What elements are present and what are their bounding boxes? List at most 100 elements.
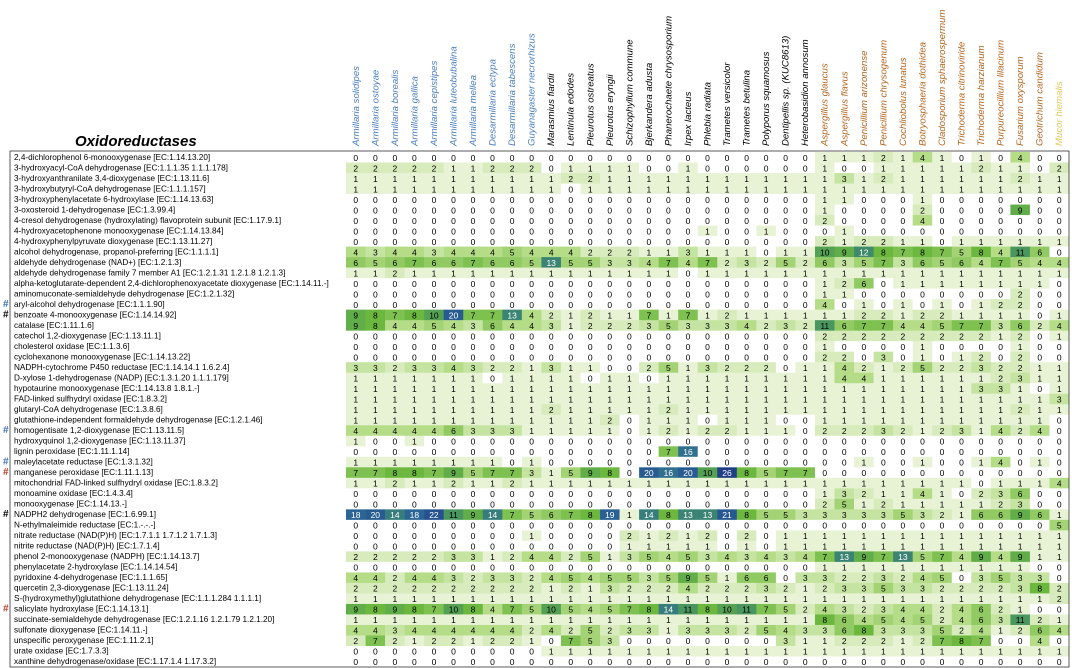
cell-value: 0 [549,563,554,573]
cell-value: 1 [471,163,476,173]
cell-value: 1 [940,268,945,278]
cell-value: 1 [412,373,417,383]
heatmap-cell [385,278,405,289]
cell-value: 6 [920,258,925,268]
heatmap-cell [932,372,953,384]
cell-value: 1 [647,184,652,194]
cell-value: 1 [725,247,730,257]
cell-value: 0 [861,468,866,478]
cell-value: 1 [979,373,984,383]
heatmap-cell [951,435,972,447]
cell-value: 1 [353,184,358,194]
heatmap-cell [521,393,542,405]
cell-value: 7 [432,605,437,615]
cell-value: 4 [451,247,456,257]
cell-value: 0 [588,542,593,552]
column-label: Phlebia radiata [703,82,714,146]
cell-value: 1 [568,384,573,394]
row-label: 3-hydroxyanthranilate 3,4-dioxygenase [E… [14,174,209,183]
cell-value: 0 [529,647,534,657]
cell-value: 1 [861,268,866,278]
heatmap-cell [717,215,738,226]
cell-value: 0 [412,531,417,541]
cell-value: 0 [412,331,417,341]
heatmap-cell [951,425,972,437]
cell-value: 1 [979,531,984,541]
cell-value: 1 [940,594,945,604]
heatmap-cell [541,351,562,363]
column-label: Armillaria ostoyae [370,70,381,147]
cell-value: 1 [588,479,593,489]
row-label: homogentisate 1,2-dioxygenase [EC:1.13.1… [14,426,184,435]
heatmap-cell [697,278,718,289]
heatmap-cell [912,498,933,510]
heatmap-cell [717,341,738,352]
heatmap-cell [697,330,718,342]
cell-value: 0 [451,279,456,289]
heatmap-cell [775,152,796,163]
cell-value: 0 [744,226,749,236]
heatmap-cell [814,414,835,426]
heatmap-cell [658,393,679,405]
cell-value: 0 [412,647,417,657]
cell-value: 1 [842,384,847,394]
cell-value: 2 [1057,594,1062,604]
heatmap-cell [912,530,933,542]
heatmap-cell [580,173,601,184]
cell-value: 1 [920,416,925,426]
heatmap-cell [502,372,523,384]
cell-value: 0 [881,521,886,531]
cell-value: 0 [353,352,358,362]
heatmap-cell [834,393,855,405]
heatmap-cell [795,477,816,489]
cell-value: 2 [920,310,925,320]
cell-value: 1 [744,615,749,625]
cell-value: 0 [549,300,554,310]
heatmap-cell [365,425,386,437]
cell-value: 1 [979,426,984,436]
cell-value: 1 [1037,594,1042,604]
cell-value: 1 [803,479,808,489]
cell-value: 1 [842,394,847,404]
cell-value: 1 [940,384,945,394]
cell-value: 0 [627,279,632,289]
column-label: Lentinula edodes [566,73,577,146]
cell-value: 1 [705,594,710,604]
cell-value: 1 [764,174,769,184]
heatmap-cell [736,183,757,195]
cell-value: 1 [549,373,554,383]
cell-value: 5 [881,615,886,625]
heatmap-cell [463,446,484,458]
heatmap-cell [912,309,933,321]
cell-value: 8 [412,468,417,478]
cell-value: 1 [744,416,749,426]
cell-value: 1 [920,426,925,436]
heatmap-cell [541,267,562,279]
heatmap-cell [873,288,894,300]
heatmap-cell [854,267,874,279]
heatmap-cell [424,225,444,237]
heatmap-cell [814,446,835,458]
cell-value: 0 [783,363,788,373]
cell-value: 1 [451,394,456,404]
heatmap-cell [639,425,659,437]
heatmap-cell [932,236,953,247]
heatmap-cell [1029,278,1050,289]
row-label: 3-hydroxyphenylacetate 6-hydroxylase [EC… [14,195,213,204]
heatmap-cell [756,320,777,331]
cell-value: 0 [510,489,515,499]
cell-value: 3 [1018,373,1023,383]
heatmap-cell [951,488,972,500]
heatmap-cell [893,519,913,531]
cell-value: 1 [881,373,886,383]
cell-value: 1 [627,174,632,184]
cell-value: 0 [510,647,515,657]
cell-value: 0 [803,657,808,667]
cell-value: 0 [861,289,866,299]
cell-value: 0 [432,342,437,352]
cell-value: 0 [764,289,769,299]
cell-value: 0 [940,521,945,531]
cell-value: 0 [783,437,788,447]
cell-value: 0 [901,216,906,226]
cell-value: 0 [705,500,710,510]
